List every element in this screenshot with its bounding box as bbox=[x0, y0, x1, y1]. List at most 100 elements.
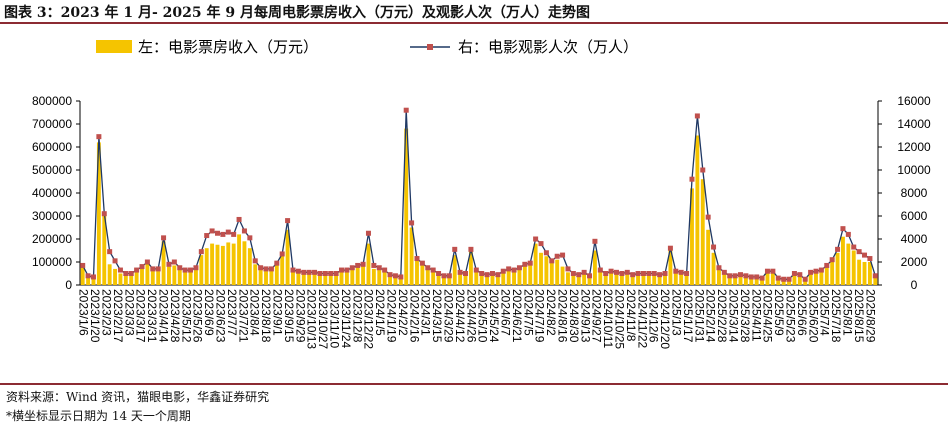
left-tick-label: 500000 bbox=[32, 163, 72, 177]
chart-title: 图表 3：2023 年 1 月- 2025 年 9 月每周电影票房收入（万元）及… bbox=[4, 5, 590, 21]
line-point bbox=[263, 266, 269, 272]
bar bbox=[156, 271, 161, 285]
x-tick-label: 2025/6/20 bbox=[806, 289, 820, 343]
right-tick-label: 4000 bbox=[901, 232, 928, 246]
legend-bar-label: 左：电影票房收入（万元） bbox=[138, 38, 318, 56]
line-point bbox=[436, 271, 442, 276]
line-point bbox=[150, 266, 156, 272]
bar bbox=[646, 274, 651, 285]
bar bbox=[787, 279, 791, 285]
bar bbox=[463, 274, 468, 285]
bar bbox=[576, 275, 581, 285]
x-tick-label: 2023/5/26 bbox=[191, 289, 205, 343]
line-point bbox=[171, 259, 177, 265]
line-point bbox=[193, 265, 199, 271]
line-point bbox=[301, 269, 307, 275]
line-point bbox=[209, 228, 215, 234]
bar bbox=[873, 275, 878, 285]
line-point bbox=[862, 252, 868, 258]
legend-bar-swatch bbox=[96, 40, 132, 53]
x-tick-label: 2024/11/8 bbox=[624, 289, 638, 342]
line-point bbox=[570, 271, 576, 276]
bar bbox=[652, 274, 657, 285]
title-divider bbox=[0, 22, 948, 24]
line-point bbox=[786, 276, 792, 282]
bar bbox=[393, 276, 398, 285]
bar bbox=[339, 271, 344, 285]
line-point bbox=[764, 268, 770, 274]
bar bbox=[415, 259, 419, 285]
line-point bbox=[851, 244, 857, 250]
left-tick-label: 200000 bbox=[32, 232, 72, 246]
right-tick-label: 0 bbox=[911, 278, 918, 292]
bar bbox=[204, 248, 209, 285]
bar bbox=[220, 245, 225, 285]
line-point bbox=[355, 262, 361, 268]
bar bbox=[792, 274, 797, 285]
left-tick-label: 600000 bbox=[32, 140, 72, 154]
bar bbox=[522, 265, 527, 285]
line-point bbox=[398, 274, 404, 280]
line-point bbox=[85, 273, 91, 279]
bar bbox=[614, 273, 619, 285]
line-point bbox=[204, 233, 210, 239]
bar bbox=[700, 179, 705, 285]
bar bbox=[749, 278, 754, 285]
line-point bbox=[128, 271, 134, 276]
line-point bbox=[651, 271, 657, 276]
line-point bbox=[117, 267, 123, 273]
bar bbox=[247, 248, 252, 285]
line-point bbox=[711, 244, 717, 250]
bar bbox=[555, 259, 560, 285]
x-tick-label: 2024/5/10 bbox=[476, 289, 490, 343]
line-point bbox=[101, 211, 107, 217]
line-point bbox=[673, 268, 679, 274]
line-point bbox=[813, 268, 819, 274]
line-point bbox=[845, 231, 851, 237]
bar bbox=[566, 272, 570, 285]
bar bbox=[533, 243, 538, 285]
line-point bbox=[856, 249, 862, 255]
bar bbox=[301, 272, 306, 285]
bar bbox=[447, 276, 452, 285]
bar bbox=[296, 272, 301, 285]
x-tick-label: 2025/1/17 bbox=[681, 289, 695, 343]
bar bbox=[442, 276, 446, 285]
bar bbox=[841, 236, 845, 285]
x-tick-label: 2023/3/3 bbox=[122, 289, 136, 336]
x-tick-label: 2023/7/7 bbox=[225, 289, 239, 336]
bar bbox=[803, 279, 808, 285]
bar bbox=[355, 266, 360, 285]
x-tick-label: 2023/2/17 bbox=[111, 289, 125, 343]
line-point bbox=[738, 272, 744, 278]
bar bbox=[269, 270, 274, 285]
bar bbox=[760, 279, 765, 285]
x-tick-label: 2025/3/28 bbox=[738, 289, 752, 343]
line-point bbox=[640, 271, 646, 276]
bar bbox=[264, 271, 268, 285]
bar bbox=[490, 274, 495, 285]
x-tick-label: 2025/2/14 bbox=[704, 289, 718, 343]
line-series bbox=[80, 107, 878, 282]
line-point bbox=[700, 167, 706, 173]
bar bbox=[657, 274, 662, 285]
line-point bbox=[797, 272, 803, 278]
line-point bbox=[430, 267, 436, 273]
right-tick-label: 6000 bbox=[901, 209, 928, 223]
bar bbox=[328, 274, 333, 285]
line-point bbox=[597, 267, 603, 273]
line-point bbox=[592, 238, 598, 244]
x-tick-label: 2024/2/2 bbox=[396, 289, 410, 336]
line-point bbox=[802, 276, 808, 282]
line-point bbox=[775, 275, 781, 281]
x-tick-label: 2024/3/1 bbox=[419, 289, 433, 336]
bar bbox=[231, 243, 236, 285]
line-point bbox=[533, 236, 539, 242]
x-tick-label: 2024/12/20 bbox=[658, 289, 672, 349]
line-point bbox=[322, 271, 328, 276]
bar bbox=[501, 272, 506, 285]
line-point bbox=[463, 271, 469, 276]
bar bbox=[118, 273, 123, 285]
axis-note: *横坐标显示日期为 14 天一个周期 bbox=[6, 409, 191, 423]
bar bbox=[436, 274, 441, 285]
